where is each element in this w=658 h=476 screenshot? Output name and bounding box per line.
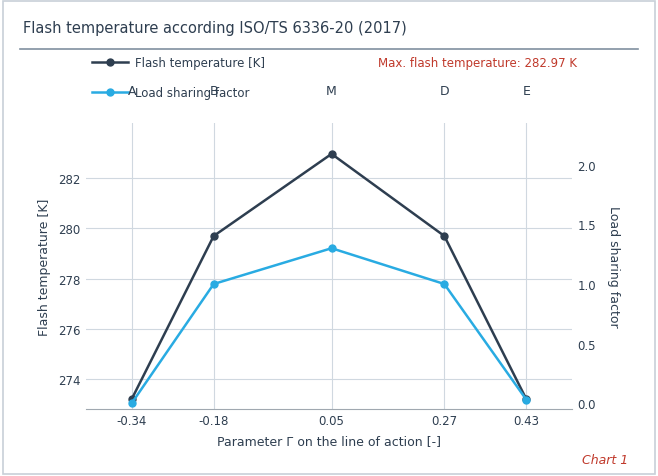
Y-axis label: Load sharing factor: Load sharing factor <box>607 206 620 327</box>
Text: A: A <box>128 85 136 98</box>
Text: D: D <box>440 85 449 98</box>
Text: Load sharing factor: Load sharing factor <box>135 86 249 99</box>
Text: Chart 1: Chart 1 <box>582 453 628 466</box>
Text: B: B <box>209 85 218 98</box>
X-axis label: Parameter Γ on the line of action [-]: Parameter Γ on the line of action [-] <box>217 434 441 447</box>
Text: E: E <box>522 85 530 98</box>
Y-axis label: Flash temperature [K]: Flash temperature [K] <box>38 198 51 335</box>
Text: Flash temperature according ISO/TS 6336-20 (2017): Flash temperature according ISO/TS 6336-… <box>23 21 407 36</box>
Text: Max. flash temperature: 282.97 K: Max. flash temperature: 282.97 K <box>378 57 577 70</box>
Text: Flash temperature [K]: Flash temperature [K] <box>135 57 265 70</box>
Text: M: M <box>326 85 337 98</box>
